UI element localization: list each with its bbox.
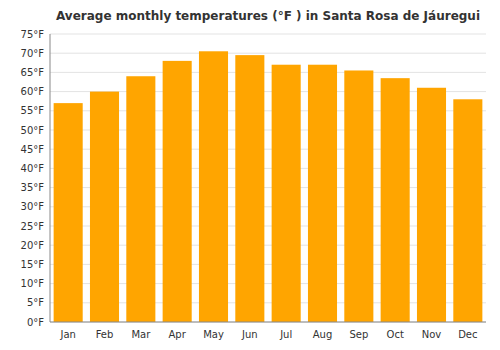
bar	[272, 65, 301, 322]
title: Average monthly temperatures (°F ) in Sa…	[56, 9, 480, 23]
x-tick-label: Jun	[241, 329, 258, 340]
y-tick-label: 15°F	[21, 259, 45, 270]
y-tick-label: 50°F	[21, 125, 45, 136]
y-tick-label: 25°F	[21, 221, 45, 232]
x-tick-label: Dec	[458, 329, 477, 340]
x-tick-label: Oct	[387, 329, 404, 340]
y-tick-label: 75°F	[21, 29, 45, 40]
y-axis	[50, 34, 51, 322]
y-tick-label: 65°F	[21, 67, 45, 78]
x-tick-label: Feb	[96, 329, 114, 340]
grid-line	[50, 322, 486, 323]
y-tick-label: 35°F	[21, 182, 45, 193]
bar	[453, 99, 482, 322]
bar	[417, 88, 446, 322]
y-tick-label: 60°F	[21, 86, 45, 97]
x-tick-label: Aug	[313, 329, 333, 340]
x-tick-label: Jan	[59, 329, 75, 340]
bar	[199, 51, 228, 322]
bar	[381, 78, 410, 322]
chart-container: Average monthly temperatures (°F ) in Sa…	[0, 0, 500, 350]
bars	[54, 51, 483, 322]
y-tick-label: 40°F	[21, 163, 45, 174]
grid-line	[50, 53, 486, 54]
x-tick-label: Nov	[422, 329, 442, 340]
y-tick-label: 70°F	[21, 48, 45, 59]
bar	[163, 61, 192, 322]
x-axis	[50, 322, 486, 323]
y-tick-label: 10°F	[21, 278, 45, 289]
x-tick-label: May	[203, 329, 224, 340]
x-tick-label: Mar	[131, 329, 151, 340]
y-tick-label: 20°F	[21, 240, 45, 251]
x-tick-label: Apr	[169, 329, 187, 340]
y-tick-label: 55°F	[21, 105, 45, 116]
y-tick-label: 5°F	[27, 297, 44, 308]
y-tick-label: 0°F	[27, 317, 44, 328]
chart: Average monthly temperatures (°F ) in Sa…	[0, 0, 500, 350]
grid-line	[50, 34, 486, 35]
y-tick-label: 30°F	[21, 201, 45, 212]
grid	[50, 34, 486, 322]
y-tick-label: 45°F	[21, 144, 45, 155]
x-tick-label: Sep	[349, 329, 368, 340]
bar	[126, 76, 155, 322]
bar	[308, 65, 337, 322]
grid-line	[50, 72, 486, 73]
x-tick-label: Jul	[279, 329, 292, 340]
bar	[344, 70, 373, 322]
bar	[54, 103, 83, 322]
bar	[235, 55, 264, 322]
bar	[90, 92, 119, 322]
